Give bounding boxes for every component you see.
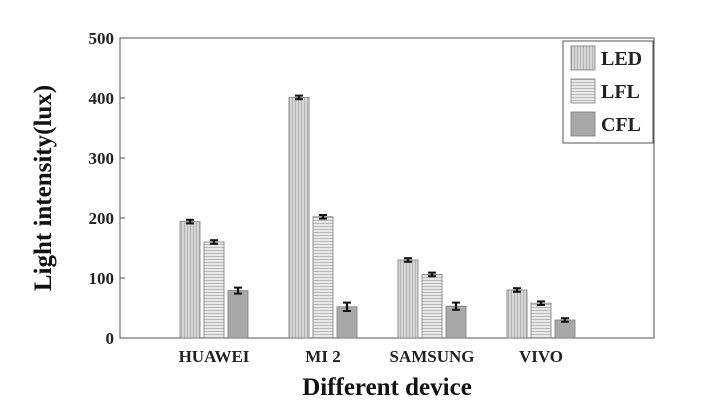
legend-label-lfl: LFL: [601, 81, 640, 103]
bar-cfl-samsung: [445, 305, 467, 339]
error-bars-group: [186, 94, 569, 323]
bar-led-mi-2: [288, 97, 310, 339]
error-bar-led-vivo: [513, 287, 521, 293]
x-tick-label: MI 2: [305, 347, 340, 366]
x-axis-title: Different device: [302, 374, 472, 401]
legend-swatch-cfl: [570, 111, 596, 137]
error-bar-led-huawei: [186, 218, 194, 225]
x-tick-label: SAMSUNG: [389, 347, 474, 366]
bar-lfl-vivo: [530, 302, 552, 339]
y-tick-label: 0: [106, 329, 115, 348]
error-bar-cfl-vivo: [561, 317, 569, 323]
bar-led-vivo: [506, 289, 528, 339]
legend-swatch-lfl: [570, 78, 596, 104]
y-tick-label: 400: [89, 89, 115, 108]
y-tick-label: 500: [89, 29, 115, 48]
bar-led-samsung: [397, 259, 419, 339]
bar-lfl-mi-2: [312, 216, 334, 339]
y-axis: 0 100 200 300 400 500: [89, 29, 125, 348]
x-axis: HUAWEI MI 2 SAMSUNG VIVO: [179, 347, 563, 366]
bar-cfl-huawei: [227, 290, 249, 339]
x-tick-label: VIVO: [519, 347, 563, 366]
error-bar-cfl-mi-2: [343, 301, 351, 312]
bar-lfl-samsung: [421, 273, 443, 339]
legend-label-led: LED: [601, 48, 642, 70]
y-tick-label: 300: [89, 149, 115, 168]
error-bar-cfl-huawei: [234, 286, 242, 295]
error-bar-lfl-mi-2: [319, 214, 327, 220]
y-tick-label: 200: [89, 209, 115, 228]
error-bar-cfl-samsung: [452, 301, 460, 311]
error-bar-led-samsung: [404, 257, 412, 263]
error-bar-lfl-huawei: [210, 239, 218, 245]
x-tick-label: HUAWEI: [179, 347, 250, 366]
bar-lfl-huawei: [203, 241, 225, 339]
y-tick-label: 100: [89, 269, 115, 288]
y-axis-title: Light intensity(lux): [30, 85, 57, 291]
error-bar-lfl-samsung: [428, 271, 436, 278]
bars-group: [179, 97, 576, 339]
legend-label-cfl: CFL: [601, 114, 641, 136]
legend: LED LFL CFL: [562, 40, 654, 144]
legend-swatch-led: [570, 45, 596, 71]
error-bar-led-mi-2: [295, 94, 303, 101]
bar-led-huawei: [179, 221, 201, 339]
error-bar-lfl-vivo: [537, 300, 545, 306]
